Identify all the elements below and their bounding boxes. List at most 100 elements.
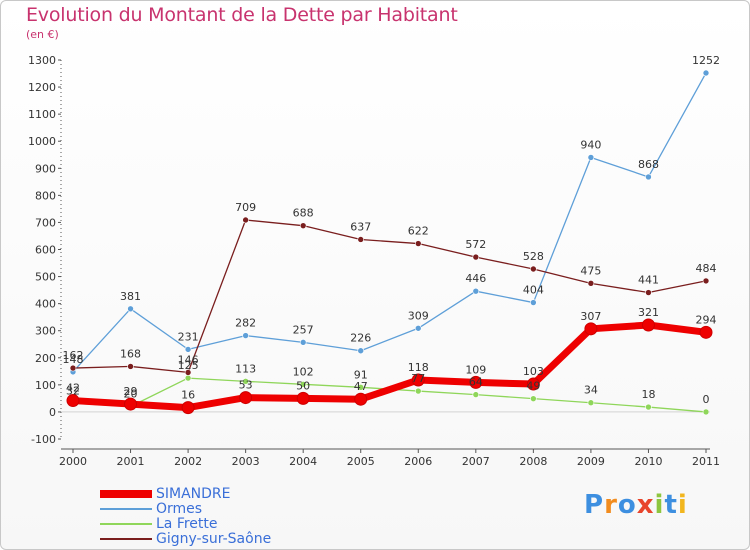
data-point (357, 383, 365, 391)
data-label: 528 (523, 250, 544, 263)
data-label: 125 (178, 359, 199, 372)
data-label: 475 (580, 264, 601, 277)
logo-letter: i (654, 490, 665, 520)
data-label: 484 (696, 262, 717, 275)
data-label: 91 (354, 368, 368, 381)
x-tick-label: 2008 (519, 455, 547, 468)
data-label: 309 (408, 309, 429, 322)
data-label: 637 (350, 220, 371, 233)
data-point (69, 364, 77, 372)
y-tick-label: 500 (35, 271, 56, 284)
data-label: 49 (526, 380, 540, 393)
y-tick-label: 800 (35, 189, 56, 202)
data-label: 47 (354, 380, 368, 393)
data-label: 294 (696, 313, 717, 326)
data-point (299, 339, 307, 346)
data-label: 29 (124, 385, 138, 398)
data-point (357, 347, 365, 355)
data-point (645, 403, 652, 411)
data-point (526, 377, 540, 391)
data-point (472, 391, 480, 398)
y-tick-label: 900 (35, 162, 56, 175)
data-label: 50 (296, 379, 310, 392)
data-label: 16 (181, 389, 195, 402)
data-point (296, 391, 310, 405)
legend-item: La Frette (100, 516, 218, 532)
data-label: 1252 (692, 54, 720, 67)
data-point (641, 318, 655, 332)
logo-letter: i (677, 490, 688, 520)
data-point (702, 277, 710, 285)
logo-letter: r (604, 490, 618, 520)
data-point (66, 394, 80, 408)
data-point (472, 253, 480, 261)
x-tick-label: 2004 (289, 455, 317, 468)
data-point (124, 397, 138, 411)
data-label: 34 (584, 384, 598, 397)
data-point (354, 392, 368, 406)
logo-letter: x (636, 490, 655, 520)
chart-subtitle: (en €) (26, 28, 59, 41)
y-tick-label: 100 (35, 379, 56, 392)
chart-title: Evolution du Montant de la Dette par Hab… (26, 4, 458, 26)
legend-item: SIMANDRE (100, 486, 231, 502)
x-tick-label: 2001 (117, 455, 145, 468)
legend-label: Ormes (156, 500, 203, 517)
logo-letter: P (584, 490, 605, 520)
x-tick-label: 2007 (462, 455, 490, 468)
y-tick-label: 400 (35, 298, 56, 311)
legend-swatch (100, 522, 152, 525)
data-point (414, 240, 422, 247)
data-point (299, 222, 307, 229)
y-tick-label: -100 (31, 433, 56, 446)
data-label: 18 (641, 388, 655, 401)
data-label: 0 (703, 393, 710, 406)
data-label: 42 (66, 382, 80, 395)
proxiti-logo: Proxiti (584, 490, 688, 520)
data-label: 282 (235, 317, 256, 330)
data-point (184, 374, 192, 382)
data-point (414, 387, 422, 395)
y-tick-label: 1200 (28, 81, 56, 94)
data-point (414, 324, 422, 332)
legend-item: Gigny-sur-Saône (100, 530, 272, 547)
data-point (469, 375, 483, 389)
data-label: 446 (465, 272, 486, 285)
data-label: 146 (178, 353, 199, 366)
data-label: 226 (350, 332, 371, 345)
series-line-gigny-sur-sa-ne (72, 219, 707, 374)
data-point (699, 325, 713, 339)
data-point (645, 173, 652, 181)
x-tick-label: 2000 (59, 455, 87, 468)
data-point (587, 399, 595, 407)
y-tick-label: 600 (35, 244, 56, 257)
legend-label: Gigny-sur-Saône (156, 530, 272, 547)
data-point (702, 69, 710, 77)
y-tick-label: 0 (49, 406, 56, 419)
series-layer (66, 69, 713, 416)
y-tick-label: 1000 (28, 135, 56, 148)
data-label: 709 (235, 201, 256, 214)
data-point (530, 265, 537, 273)
data-label: 148 (63, 353, 84, 366)
data-point (530, 395, 537, 402)
data-label: 103 (523, 365, 544, 378)
series-line-ormes (72, 72, 707, 373)
data-point (184, 346, 192, 353)
data-label: 622 (408, 225, 429, 238)
data-point (411, 373, 425, 387)
series-line-simandre (72, 321, 707, 412)
data-point (587, 154, 595, 161)
data-label: 113 (235, 362, 256, 375)
data-label: 102 (293, 365, 314, 378)
legend-swatch (100, 489, 152, 498)
data-point (357, 236, 365, 243)
data-label: 32 (66, 384, 80, 397)
data-label: 109 (465, 363, 486, 376)
y-tick-label: 300 (35, 325, 56, 338)
x-tick-label: 2009 (577, 455, 605, 468)
data-labels: 32 20 125 113 102 91 77 64 49 34 18 0 148 381 231 282 25… (63, 54, 721, 406)
data-label: 321 (638, 306, 659, 319)
